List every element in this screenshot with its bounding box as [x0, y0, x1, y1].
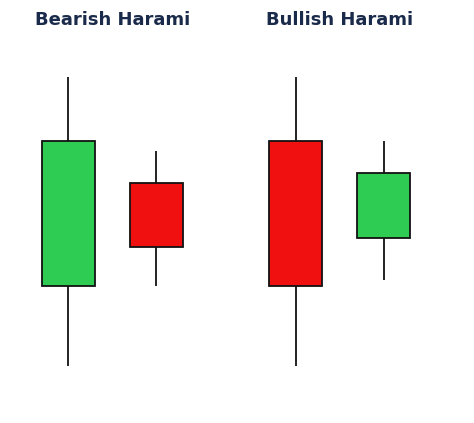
Bar: [357, 173, 410, 238]
Bar: [42, 141, 95, 286]
Text: Bearish Harami: Bearish Harami: [35, 11, 190, 29]
Text: Bullish Harami: Bullish Harami: [266, 11, 413, 29]
Bar: [130, 183, 182, 247]
Bar: [269, 141, 322, 286]
